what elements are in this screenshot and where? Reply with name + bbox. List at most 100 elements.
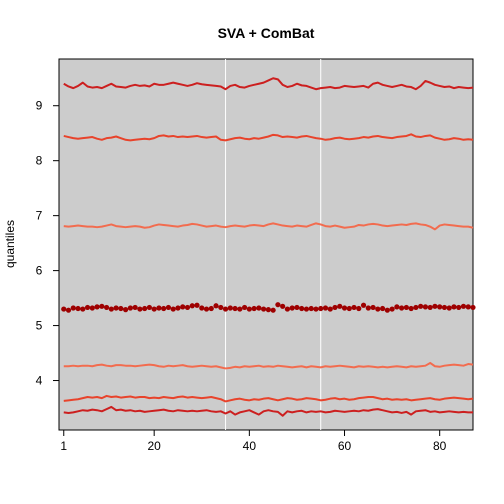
series-4-point-16 bbox=[132, 304, 138, 311]
series-4-point-51 bbox=[299, 305, 305, 312]
series-5-line bbox=[63, 361, 474, 370]
y-tick-label-5: 5 bbox=[36, 319, 43, 333]
series-layer bbox=[61, 77, 476, 417]
series-4-point-30 bbox=[199, 305, 205, 311]
series-4-point-68 bbox=[379, 305, 386, 312]
series-4-point-75 bbox=[413, 304, 419, 311]
series-4-point-87 bbox=[470, 304, 476, 311]
x-axis: 1 20 40 60 80 bbox=[60, 430, 447, 453]
series-4-point-24 bbox=[170, 306, 176, 312]
series-4-point-67 bbox=[375, 306, 381, 312]
series-4-point-27 bbox=[184, 304, 191, 311]
series-4-point-44 bbox=[265, 307, 271, 313]
series-4-point-28 bbox=[189, 303, 195, 309]
series-4-point-73 bbox=[403, 304, 409, 311]
series-4-point-85 bbox=[460, 303, 467, 309]
series-4-point-53 bbox=[308, 305, 314, 312]
series-4-point-54 bbox=[313, 306, 319, 312]
series-4-point-59 bbox=[337, 303, 343, 309]
series-4-point-36 bbox=[227, 305, 233, 311]
series-4-point-63 bbox=[356, 305, 362, 312]
series-4-point-84 bbox=[456, 304, 462, 311]
x-tick-label-40: 40 bbox=[243, 439, 257, 453]
series-4-point-82 bbox=[446, 305, 452, 311]
series-4-point-5 bbox=[80, 306, 86, 312]
y-tick-label-7: 7 bbox=[36, 209, 43, 223]
series-4-point-18 bbox=[142, 305, 148, 312]
series-4-point-71 bbox=[394, 304, 400, 310]
series-4-point-64 bbox=[360, 302, 367, 308]
series-4-point-11 bbox=[108, 306, 114, 312]
series-4-point-79 bbox=[432, 303, 438, 309]
series-4-point-65 bbox=[365, 305, 371, 311]
series-4-point-33 bbox=[213, 303, 219, 309]
series-4-point-49 bbox=[289, 305, 295, 311]
series-4-point-47 bbox=[280, 303, 286, 309]
x-tick-label-1: 1 bbox=[60, 439, 67, 453]
series-4-point-66 bbox=[370, 304, 376, 311]
series-4-point-8 bbox=[94, 304, 100, 310]
series-4-point-25 bbox=[175, 305, 181, 311]
y-axis: 4 5 6 7 8 9 bbox=[36, 99, 59, 388]
series-4-point-9 bbox=[99, 303, 105, 309]
series-4-point-76 bbox=[418, 303, 424, 309]
y-tick-label-9: 9 bbox=[36, 99, 43, 113]
series-4-point-26 bbox=[180, 304, 186, 310]
series-4-point-22 bbox=[161, 305, 167, 312]
series-4-point-52 bbox=[303, 306, 310, 312]
series-4-point-29 bbox=[194, 302, 200, 308]
series-4-point-81 bbox=[441, 304, 448, 311]
series-4-point-7 bbox=[89, 305, 95, 311]
series-7-line bbox=[63, 405, 473, 417]
series-4-point-70 bbox=[389, 306, 395, 312]
plot-area bbox=[58, 58, 474, 431]
series-4-point-46 bbox=[275, 302, 281, 308]
series-4-point-42 bbox=[256, 305, 262, 311]
series-4-point-21 bbox=[156, 305, 162, 311]
series-4-point-45 bbox=[270, 307, 276, 313]
series-4-point-15 bbox=[127, 305, 133, 311]
series-4-point-62 bbox=[351, 304, 357, 311]
series-6-line bbox=[63, 394, 474, 403]
series-4-point-10 bbox=[103, 304, 110, 311]
series-1-line bbox=[63, 77, 474, 91]
series-4-point-23 bbox=[165, 304, 172, 311]
series-4-point-12 bbox=[113, 305, 119, 311]
series-4-point-48 bbox=[284, 306, 291, 312]
series-4-point-50 bbox=[294, 304, 300, 311]
series-4-point-6 bbox=[84, 304, 91, 311]
y-axis-label: quantiles bbox=[3, 220, 17, 268]
series-4-point-61 bbox=[346, 305, 352, 312]
series-4-point-72 bbox=[399, 305, 405, 311]
y-tick-label-4: 4 bbox=[36, 374, 43, 388]
series-4-point-17 bbox=[137, 306, 143, 312]
series-4-point-19 bbox=[146, 304, 153, 311]
series-3-line bbox=[63, 222, 474, 231]
series-4-point-14 bbox=[123, 307, 129, 313]
series-4-point-20 bbox=[151, 306, 157, 312]
series-2-line bbox=[63, 133, 474, 142]
series-4-point-32 bbox=[208, 305, 214, 312]
x-tick-label-20: 20 bbox=[147, 439, 161, 453]
y-tick-label-6: 6 bbox=[36, 264, 43, 278]
series-4-point-43 bbox=[261, 306, 267, 312]
series-4-point-80 bbox=[437, 304, 443, 310]
series-4-point-57 bbox=[327, 306, 333, 312]
series-4-point-56 bbox=[322, 305, 329, 311]
series-4-point-34 bbox=[218, 304, 224, 311]
x-tick-label-60: 60 bbox=[338, 439, 352, 453]
series-4-point-4 bbox=[75, 305, 81, 312]
series-4-point-69 bbox=[384, 307, 390, 313]
series-4-point-55 bbox=[318, 305, 324, 312]
series-4-point-58 bbox=[332, 304, 338, 311]
y-tick-label-8: 8 bbox=[36, 154, 43, 168]
series-4-point-86 bbox=[465, 304, 471, 310]
series-4-point-37 bbox=[232, 305, 238, 312]
series-4-point-2 bbox=[65, 307, 72, 313]
series-4-point-74 bbox=[408, 305, 414, 312]
series-4-points bbox=[61, 302, 476, 313]
series-4-point-60 bbox=[341, 305, 348, 311]
series-4-point-83 bbox=[451, 304, 457, 310]
x-tick-label-80: 80 bbox=[433, 439, 447, 453]
